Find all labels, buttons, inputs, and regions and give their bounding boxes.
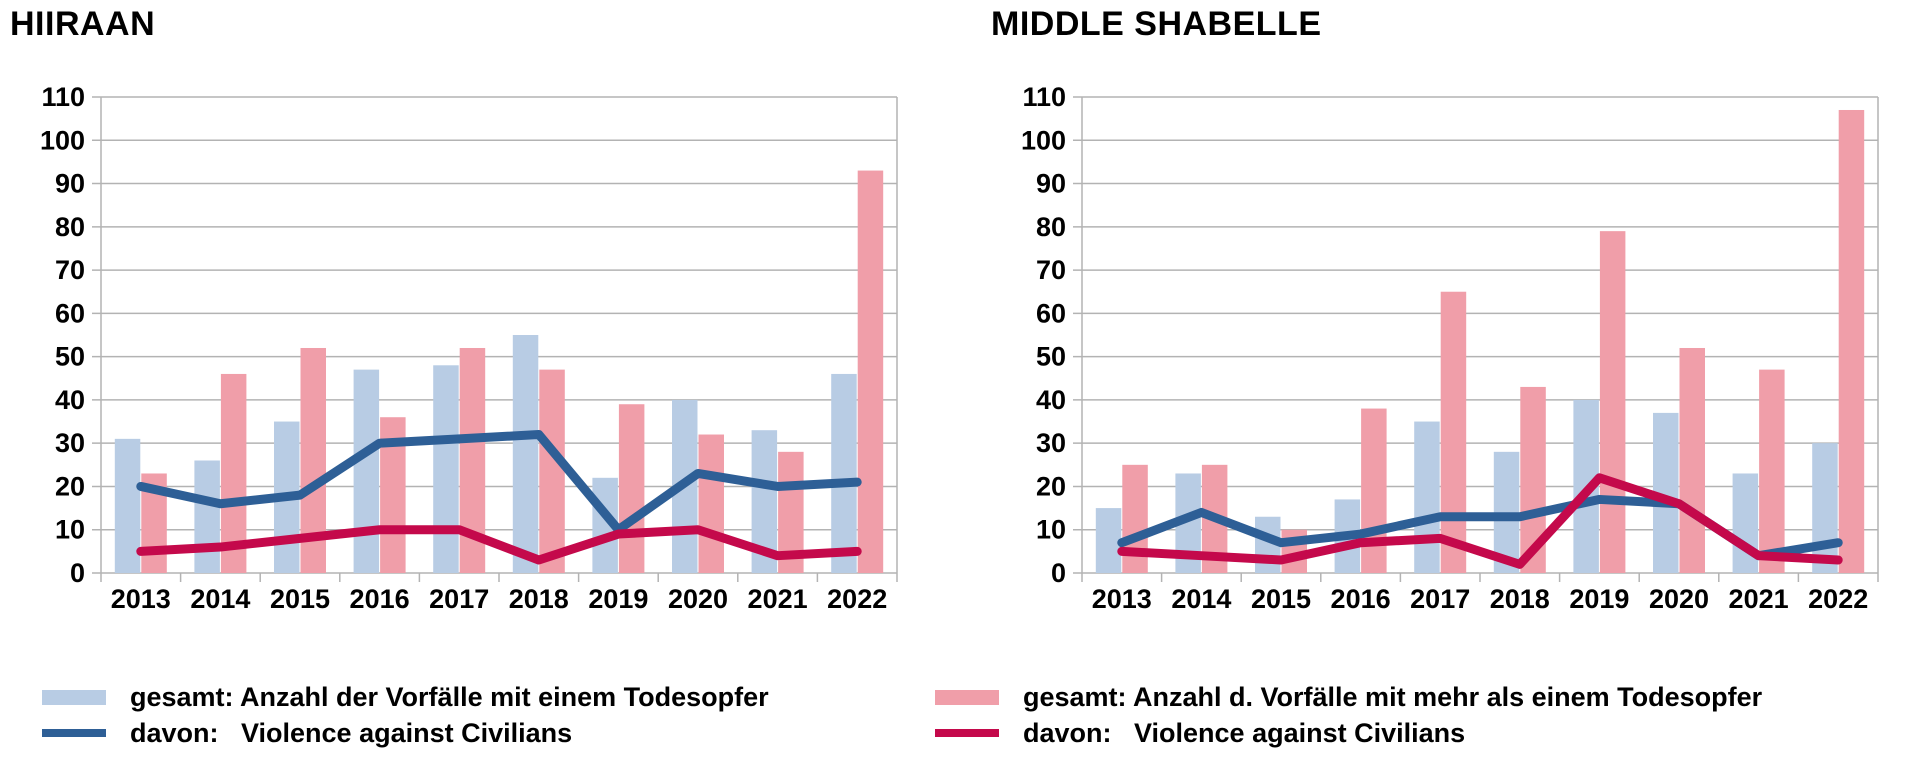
bar-multi-2018 — [539, 369, 565, 573]
bar-multi-2014 — [220, 373, 247, 573]
y-tick-label: 10 — [55, 515, 85, 545]
x-axis-label: 2019 — [588, 584, 648, 614]
legend-swatch-lightblue-bar — [42, 689, 106, 705]
x-axis-label: 2022 — [827, 584, 887, 614]
line-multi-vac — [1117, 473, 1843, 569]
y-tick-label: 60 — [1036, 298, 1066, 328]
x-axis-label: 2020 — [1649, 584, 1709, 614]
bar-single-2018 — [512, 335, 539, 573]
bar-single-2014 — [194, 460, 220, 573]
bar-multi-2021 — [1759, 369, 1785, 573]
x-axis-label: 2021 — [1729, 584, 1789, 614]
x-axis-label: 2017 — [1410, 584, 1470, 614]
bar-single-2017 — [433, 365, 459, 573]
bar-single-2013 — [1095, 508, 1122, 573]
y-tick-label: 50 — [55, 342, 85, 372]
x-axis-label: 2015 — [1251, 584, 1311, 614]
legend-label-multi-fatality-vac: davon: Violence against Civilians — [1023, 717, 1466, 748]
y-tick-label: 90 — [55, 169, 85, 199]
y-tick-label: 30 — [55, 428, 85, 458]
legend-swatch-pink-bar — [935, 689, 999, 705]
y-tick-label: 80 — [55, 212, 85, 242]
x-axis-label: 2020 — [668, 584, 728, 614]
x-axis-label: 2015 — [270, 584, 330, 614]
bar-multi-2016 — [1361, 408, 1387, 573]
y-tick-label: 70 — [1036, 255, 1066, 285]
bar-multi-2022 — [1838, 109, 1865, 574]
bar-multi-2022 — [857, 170, 884, 573]
x-axis-label: 2018 — [509, 584, 569, 614]
bar-multi-2017 — [1440, 291, 1467, 573]
y-tick-label: 0 — [1051, 558, 1066, 588]
line-single-vac — [136, 430, 862, 535]
y-tick-label: 60 — [55, 298, 85, 328]
chart-title-middle-shabelle: MIDDLE SHABELLE — [991, 5, 1322, 43]
x-axis-label: 2014 — [190, 584, 250, 614]
x-axis-label: 2016 — [1331, 584, 1391, 614]
y-tick-label: 110 — [41, 82, 85, 112]
legend-item-multi-fatality-total: gesamt: Anzahl d. Vorfälle mit mehr als … — [935, 681, 1762, 713]
y-tick-label: 90 — [1036, 169, 1066, 199]
bar-multi-2019 — [618, 404, 645, 573]
y-tick-label: 20 — [1036, 471, 1066, 501]
legend-label-single-fatality-total: gesamt: Anzahl der Vorfälle mit einem To… — [130, 681, 769, 712]
line-multi-vac — [136, 525, 862, 565]
bar-multi-2020 — [698, 434, 724, 573]
y-tick-label: 30 — [1036, 428, 1066, 458]
bar-single-2016 — [353, 369, 380, 573]
chart-2: 0 10 20 30 40 50 60 70 80 90 100 110 2013 2014 2015 201… — [1021, 82, 1879, 614]
y-tick-label: 50 — [1036, 342, 1066, 372]
x-axis-label: 2018 — [1490, 584, 1550, 614]
x-axis-label: 2014 — [1171, 584, 1231, 614]
y-tick-label: 40 — [55, 385, 85, 415]
y-tick-label: 100 — [40, 125, 85, 155]
y-tick-label: 70 — [55, 255, 85, 285]
x-axis-label: 2022 — [1808, 584, 1868, 614]
chart-title-hiiraan: HIIRAAN — [10, 5, 156, 43]
x-axis-label: 2016 — [350, 584, 410, 614]
legend-swatch-red-line — [935, 729, 999, 737]
x-axis-label: 2021 — [748, 584, 808, 614]
x-axis-label: 2013 — [111, 584, 171, 614]
x-axis-label: 2017 — [429, 584, 489, 614]
bar-multi-2020 — [1679, 347, 1705, 573]
legend-item-single-fatality-vac: davon: Violence against Civilians — [42, 717, 572, 749]
chart-1: 0 10 20 30 40 50 60 70 80 90 100 110 2013 2014 2015 201… — [40, 82, 898, 614]
x-axis-label: 2013 — [1092, 584, 1152, 614]
y-tick-label: 20 — [55, 471, 85, 501]
bar-single-2017 — [1414, 421, 1440, 573]
legend-item-multi-fatality-vac: davon: Violence against Civilians — [935, 717, 1465, 749]
legend-item-single-fatality-total: gesamt: Anzahl der Vorfälle mit einem To… — [42, 681, 769, 713]
y-tick-label: 40 — [1036, 385, 1066, 415]
y-tick-label: 10 — [1036, 515, 1066, 545]
y-tick-label: 100 — [1021, 125, 1066, 155]
legend-label-single-fatality-vac: davon: Violence against Civilians — [130, 717, 573, 748]
x-axis-label: 2019 — [1569, 584, 1629, 614]
bar-single-2013 — [114, 438, 141, 573]
y-tick-label: 80 — [1036, 212, 1066, 242]
legend-swatch-blue-line — [42, 729, 106, 737]
legend-label-multi-fatality-total: gesamt: Anzahl d. Vorfälle mit mehr als … — [1023, 681, 1763, 712]
y-tick-label: 110 — [1022, 82, 1066, 112]
y-tick-label: 0 — [70, 558, 85, 588]
bar-single-2022 — [1812, 443, 1838, 573]
bar-multi-2019 — [1599, 231, 1626, 574]
bar-single-2022 — [831, 373, 857, 573]
